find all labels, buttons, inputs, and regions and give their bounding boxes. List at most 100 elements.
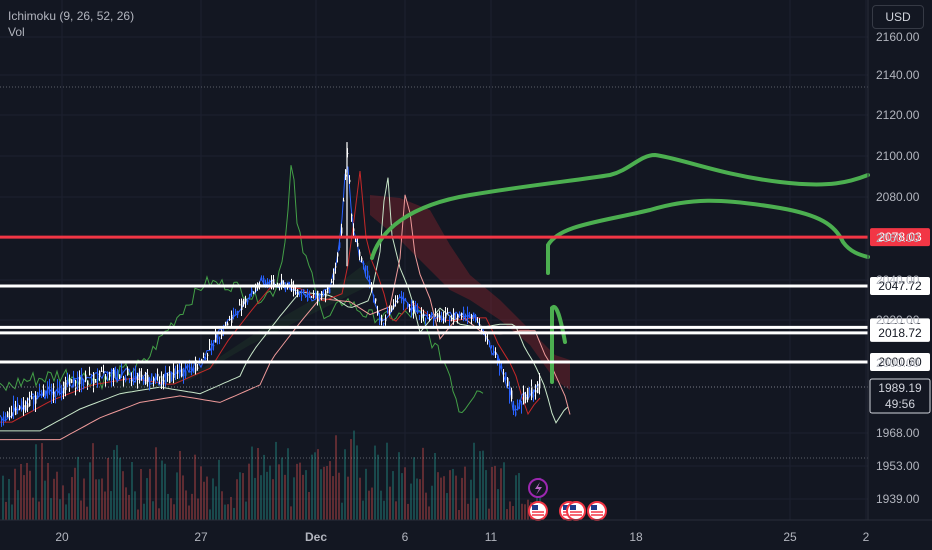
volume-bar bbox=[317, 449, 319, 520]
volume-bar bbox=[281, 457, 283, 520]
price-tick-label: 2060.00 bbox=[876, 231, 920, 245]
candle-body bbox=[293, 285, 295, 291]
volume-bar bbox=[263, 454, 265, 520]
candle-body bbox=[401, 295, 403, 301]
price-tick-label: 1939.00 bbox=[876, 492, 920, 506]
candle-body bbox=[439, 315, 441, 320]
volume-bar bbox=[272, 479, 274, 520]
candle-body bbox=[441, 315, 443, 321]
currency-button[interactable]: USD bbox=[872, 5, 924, 29]
candle-body bbox=[495, 352, 497, 356]
volume-bar bbox=[92, 443, 94, 520]
volume-bar bbox=[482, 450, 484, 520]
volume-bar bbox=[2, 475, 4, 520]
level-price-box bbox=[870, 277, 930, 296]
candle-body bbox=[139, 371, 141, 378]
volume-bar bbox=[356, 445, 358, 520]
volume-bar bbox=[362, 500, 364, 520]
volume-bar bbox=[392, 471, 394, 520]
volume-bar bbox=[347, 476, 349, 520]
candle-body bbox=[475, 315, 477, 320]
volume-bar bbox=[380, 490, 382, 520]
volume-bar bbox=[497, 489, 499, 520]
level-price-box bbox=[870, 323, 930, 342]
candle-body bbox=[227, 323, 229, 326]
candle-body bbox=[119, 374, 121, 378]
candle-body bbox=[469, 313, 471, 318]
volume-bar bbox=[383, 500, 385, 520]
candle-body bbox=[339, 242, 341, 248]
candle-body bbox=[121, 369, 123, 373]
candle-body bbox=[123, 377, 125, 381]
candle-body bbox=[51, 388, 53, 396]
cloud-fill-bearish bbox=[370, 195, 570, 390]
candle-body bbox=[291, 281, 293, 286]
candle-body bbox=[91, 379, 93, 384]
volume-bar bbox=[455, 475, 457, 520]
candle-body bbox=[151, 373, 153, 377]
volume-bar bbox=[107, 457, 109, 520]
volume-bar bbox=[257, 447, 259, 520]
level-price-box bbox=[870, 353, 930, 372]
ichimoku-legend[interactable]: Ichimoku (9, 26, 52, 26) bbox=[8, 9, 135, 23]
volume-bar bbox=[485, 470, 487, 520]
volume-bar bbox=[470, 479, 472, 520]
candle-body bbox=[87, 380, 89, 385]
candle-body bbox=[171, 373, 173, 381]
us-flag-icon bbox=[528, 501, 548, 521]
candle-body bbox=[461, 312, 463, 316]
candle-body bbox=[327, 287, 329, 294]
candle-body bbox=[147, 374, 149, 383]
volume-bar bbox=[338, 472, 340, 520]
volume-bar bbox=[419, 479, 421, 520]
candle-body bbox=[431, 312, 433, 315]
candle-body bbox=[155, 374, 157, 380]
candle-body bbox=[57, 387, 59, 394]
candle-body bbox=[273, 279, 275, 287]
candle-body bbox=[459, 313, 461, 316]
volume-bar bbox=[443, 476, 445, 520]
volume-bar bbox=[518, 473, 520, 520]
volume-bar bbox=[113, 449, 115, 520]
volume-legend[interactable]: Vol bbox=[8, 25, 25, 39]
candle-body bbox=[343, 200, 345, 202]
candle-body bbox=[267, 281, 269, 285]
volume-bar bbox=[23, 475, 25, 520]
horizontal-levels[interactable]: 2078.032047.722022.132018.722000.601989.… bbox=[0, 228, 931, 414]
candle-body bbox=[129, 379, 131, 381]
volume-bar bbox=[401, 473, 403, 520]
volume-bar bbox=[425, 492, 427, 520]
volume-bar bbox=[296, 463, 298, 520]
candle-body bbox=[289, 287, 291, 289]
candle-body bbox=[373, 294, 375, 298]
candle-body bbox=[529, 390, 531, 395]
candle-body bbox=[25, 405, 27, 411]
candle-body bbox=[281, 279, 283, 287]
candle-body bbox=[127, 368, 129, 375]
price-axis[interactable]: 2160.00 2140.00 2120.00 2100.00 2080.00 2060.… bbox=[867, 0, 920, 520]
candle-body bbox=[163, 379, 165, 383]
candle-body bbox=[297, 289, 299, 294]
candle-body bbox=[165, 372, 167, 384]
candle-body bbox=[229, 318, 231, 320]
candle-body bbox=[387, 310, 389, 314]
candle-body bbox=[371, 286, 373, 291]
volume-bar bbox=[413, 457, 415, 520]
event-markers[interactable] bbox=[528, 478, 607, 521]
candle-body bbox=[531, 386, 533, 398]
volume-bar bbox=[26, 462, 28, 520]
volume-bar bbox=[341, 502, 343, 520]
candle-body bbox=[113, 369, 115, 379]
candle-body bbox=[379, 317, 381, 321]
candle-body bbox=[47, 388, 49, 394]
candle-body bbox=[215, 334, 217, 343]
candle-body bbox=[463, 309, 465, 317]
green-drawing-lower bbox=[546, 198, 870, 275]
candle-body bbox=[205, 357, 207, 360]
candle-body bbox=[399, 296, 401, 298]
candle-body bbox=[143, 377, 145, 384]
candle-body bbox=[363, 262, 365, 265]
candle-body bbox=[45, 390, 47, 396]
time-axis[interactable]: 20 27 Dec 6 11 18 25 2 bbox=[0, 519, 932, 544]
